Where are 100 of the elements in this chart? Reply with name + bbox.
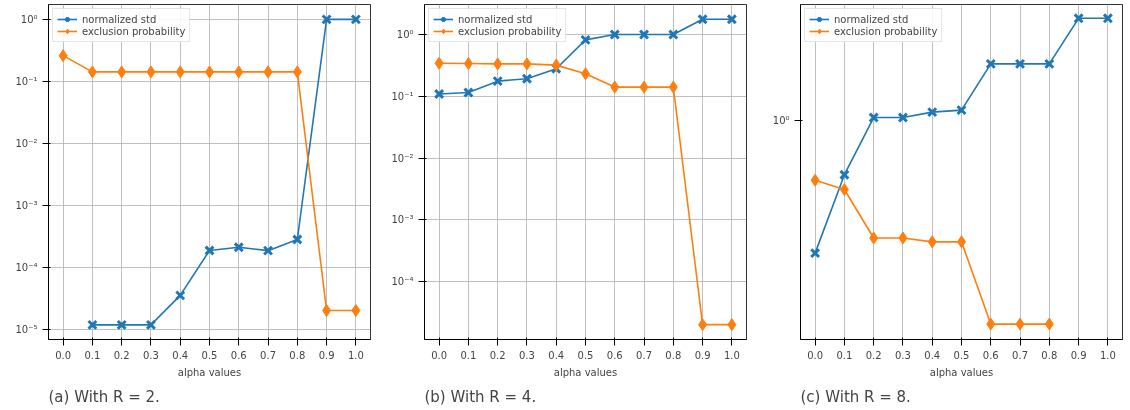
point <box>667 29 679 40</box>
point <box>1102 12 1114 24</box>
point <box>897 112 909 123</box>
point <box>610 80 620 94</box>
legend-label: normalized std <box>458 13 533 25</box>
legend-label: exclusion probability <box>458 25 562 37</box>
x-tick-label: 0.3 <box>143 349 159 361</box>
legend-label: normalized std <box>82 13 157 25</box>
point <box>322 303 332 317</box>
point <box>869 231 879 245</box>
x-axis-title: alpha values <box>929 366 994 378</box>
x-tick-label: 0.5 <box>953 349 970 361</box>
point <box>839 183 849 196</box>
point <box>1015 317 1025 331</box>
x-tick-label: 0.7 <box>636 349 652 361</box>
x-tick-label: 0.6 <box>230 349 247 361</box>
point <box>463 57 473 70</box>
point <box>145 319 157 331</box>
y-tick-label: 10⁻² <box>391 152 414 164</box>
x-tick-label: 0.7 <box>260 349 276 361</box>
x-tick-label: 0.8 <box>665 349 682 361</box>
point <box>698 318 708 332</box>
x-tick-label: 0.0 <box>807 349 824 361</box>
point <box>868 112 880 123</box>
x-tick-label: 0.3 <box>519 349 535 361</box>
point <box>174 290 186 301</box>
x-tick-label: 0.3 <box>895 349 911 361</box>
x-tick-label: 0.8 <box>289 349 306 361</box>
text: (a) With R = 2. <box>48 387 160 406</box>
point <box>175 65 185 79</box>
x-tick-label: 0.2 <box>113 349 130 361</box>
y-tick-label: 10⁻¹ <box>15 75 38 87</box>
point <box>521 73 533 85</box>
point <box>492 75 504 87</box>
point <box>639 80 649 94</box>
point <box>986 317 996 331</box>
point <box>204 245 215 256</box>
text: (b) With R = 4. <box>424 387 537 406</box>
legend-label: exclusion probability <box>834 25 938 37</box>
y-tick-label: 10⁻⁵ <box>15 323 38 335</box>
point <box>985 58 997 70</box>
x-tick-label: 1.0 <box>347 349 364 361</box>
point <box>926 106 938 118</box>
x-tick-label: 0.6 <box>982 349 999 361</box>
point <box>262 245 274 257</box>
y-tick-label: 10⁰ <box>20 13 38 25</box>
point <box>839 169 850 181</box>
point <box>668 80 678 94</box>
point <box>1044 317 1054 331</box>
point <box>87 65 97 79</box>
point <box>233 241 245 253</box>
y-tick-label: 10⁻³ <box>15 199 38 211</box>
point <box>727 318 737 332</box>
x-tick-label: 0.8 <box>1041 349 1058 361</box>
point <box>292 65 302 79</box>
y-tick-label: 10⁻¹ <box>391 90 414 102</box>
legend-label: exclusion probability <box>82 25 186 37</box>
x-tick-label: 0.4 <box>924 349 941 361</box>
point <box>697 13 708 25</box>
point <box>1043 58 1055 70</box>
x-tick-label: 0.7 <box>1012 349 1028 361</box>
legend-label: normalized std <box>834 13 909 25</box>
text: 10⁰ <box>772 114 790 126</box>
x-tick-label: 0.9 <box>694 349 711 361</box>
point <box>638 29 650 40</box>
point <box>351 303 361 317</box>
point <box>434 56 444 70</box>
x-tick-label: 0.0 <box>431 349 448 361</box>
x-tick-label: 0.1 <box>84 349 101 361</box>
point <box>463 87 474 98</box>
point <box>263 65 273 79</box>
x-tick-label: 0.2 <box>865 349 882 361</box>
text: (c) With R = 8. <box>800 387 911 406</box>
point <box>58 49 68 63</box>
point <box>234 65 244 79</box>
point <box>146 65 156 79</box>
x-axis-title: alpha values <box>553 366 618 378</box>
point <box>116 319 128 331</box>
x-tick-label: 0.9 <box>1070 349 1087 361</box>
x-tick-label: 0.0 <box>55 349 72 361</box>
point <box>810 173 820 187</box>
point <box>726 13 738 25</box>
x-tick-label: 0.1 <box>836 349 853 361</box>
point <box>551 58 561 72</box>
point <box>291 234 303 245</box>
point <box>87 319 98 331</box>
point <box>898 231 908 245</box>
point <box>927 235 937 249</box>
x-tick-label: 1.0 <box>1099 349 1116 361</box>
x-tick-label: 0.5 <box>577 349 594 361</box>
x-tick-label: 0.5 <box>201 349 218 361</box>
x-tick-label: 0.1 <box>460 349 477 361</box>
point <box>117 65 127 79</box>
point <box>493 57 503 71</box>
y-tick-label: 10⁻⁴ <box>391 276 414 288</box>
point <box>609 29 621 40</box>
x-tick-label: 0.2 <box>489 349 506 361</box>
x-tick-label: 1.0 <box>723 349 740 361</box>
point <box>1073 12 1084 24</box>
x-tick-label: 0.9 <box>318 349 335 361</box>
